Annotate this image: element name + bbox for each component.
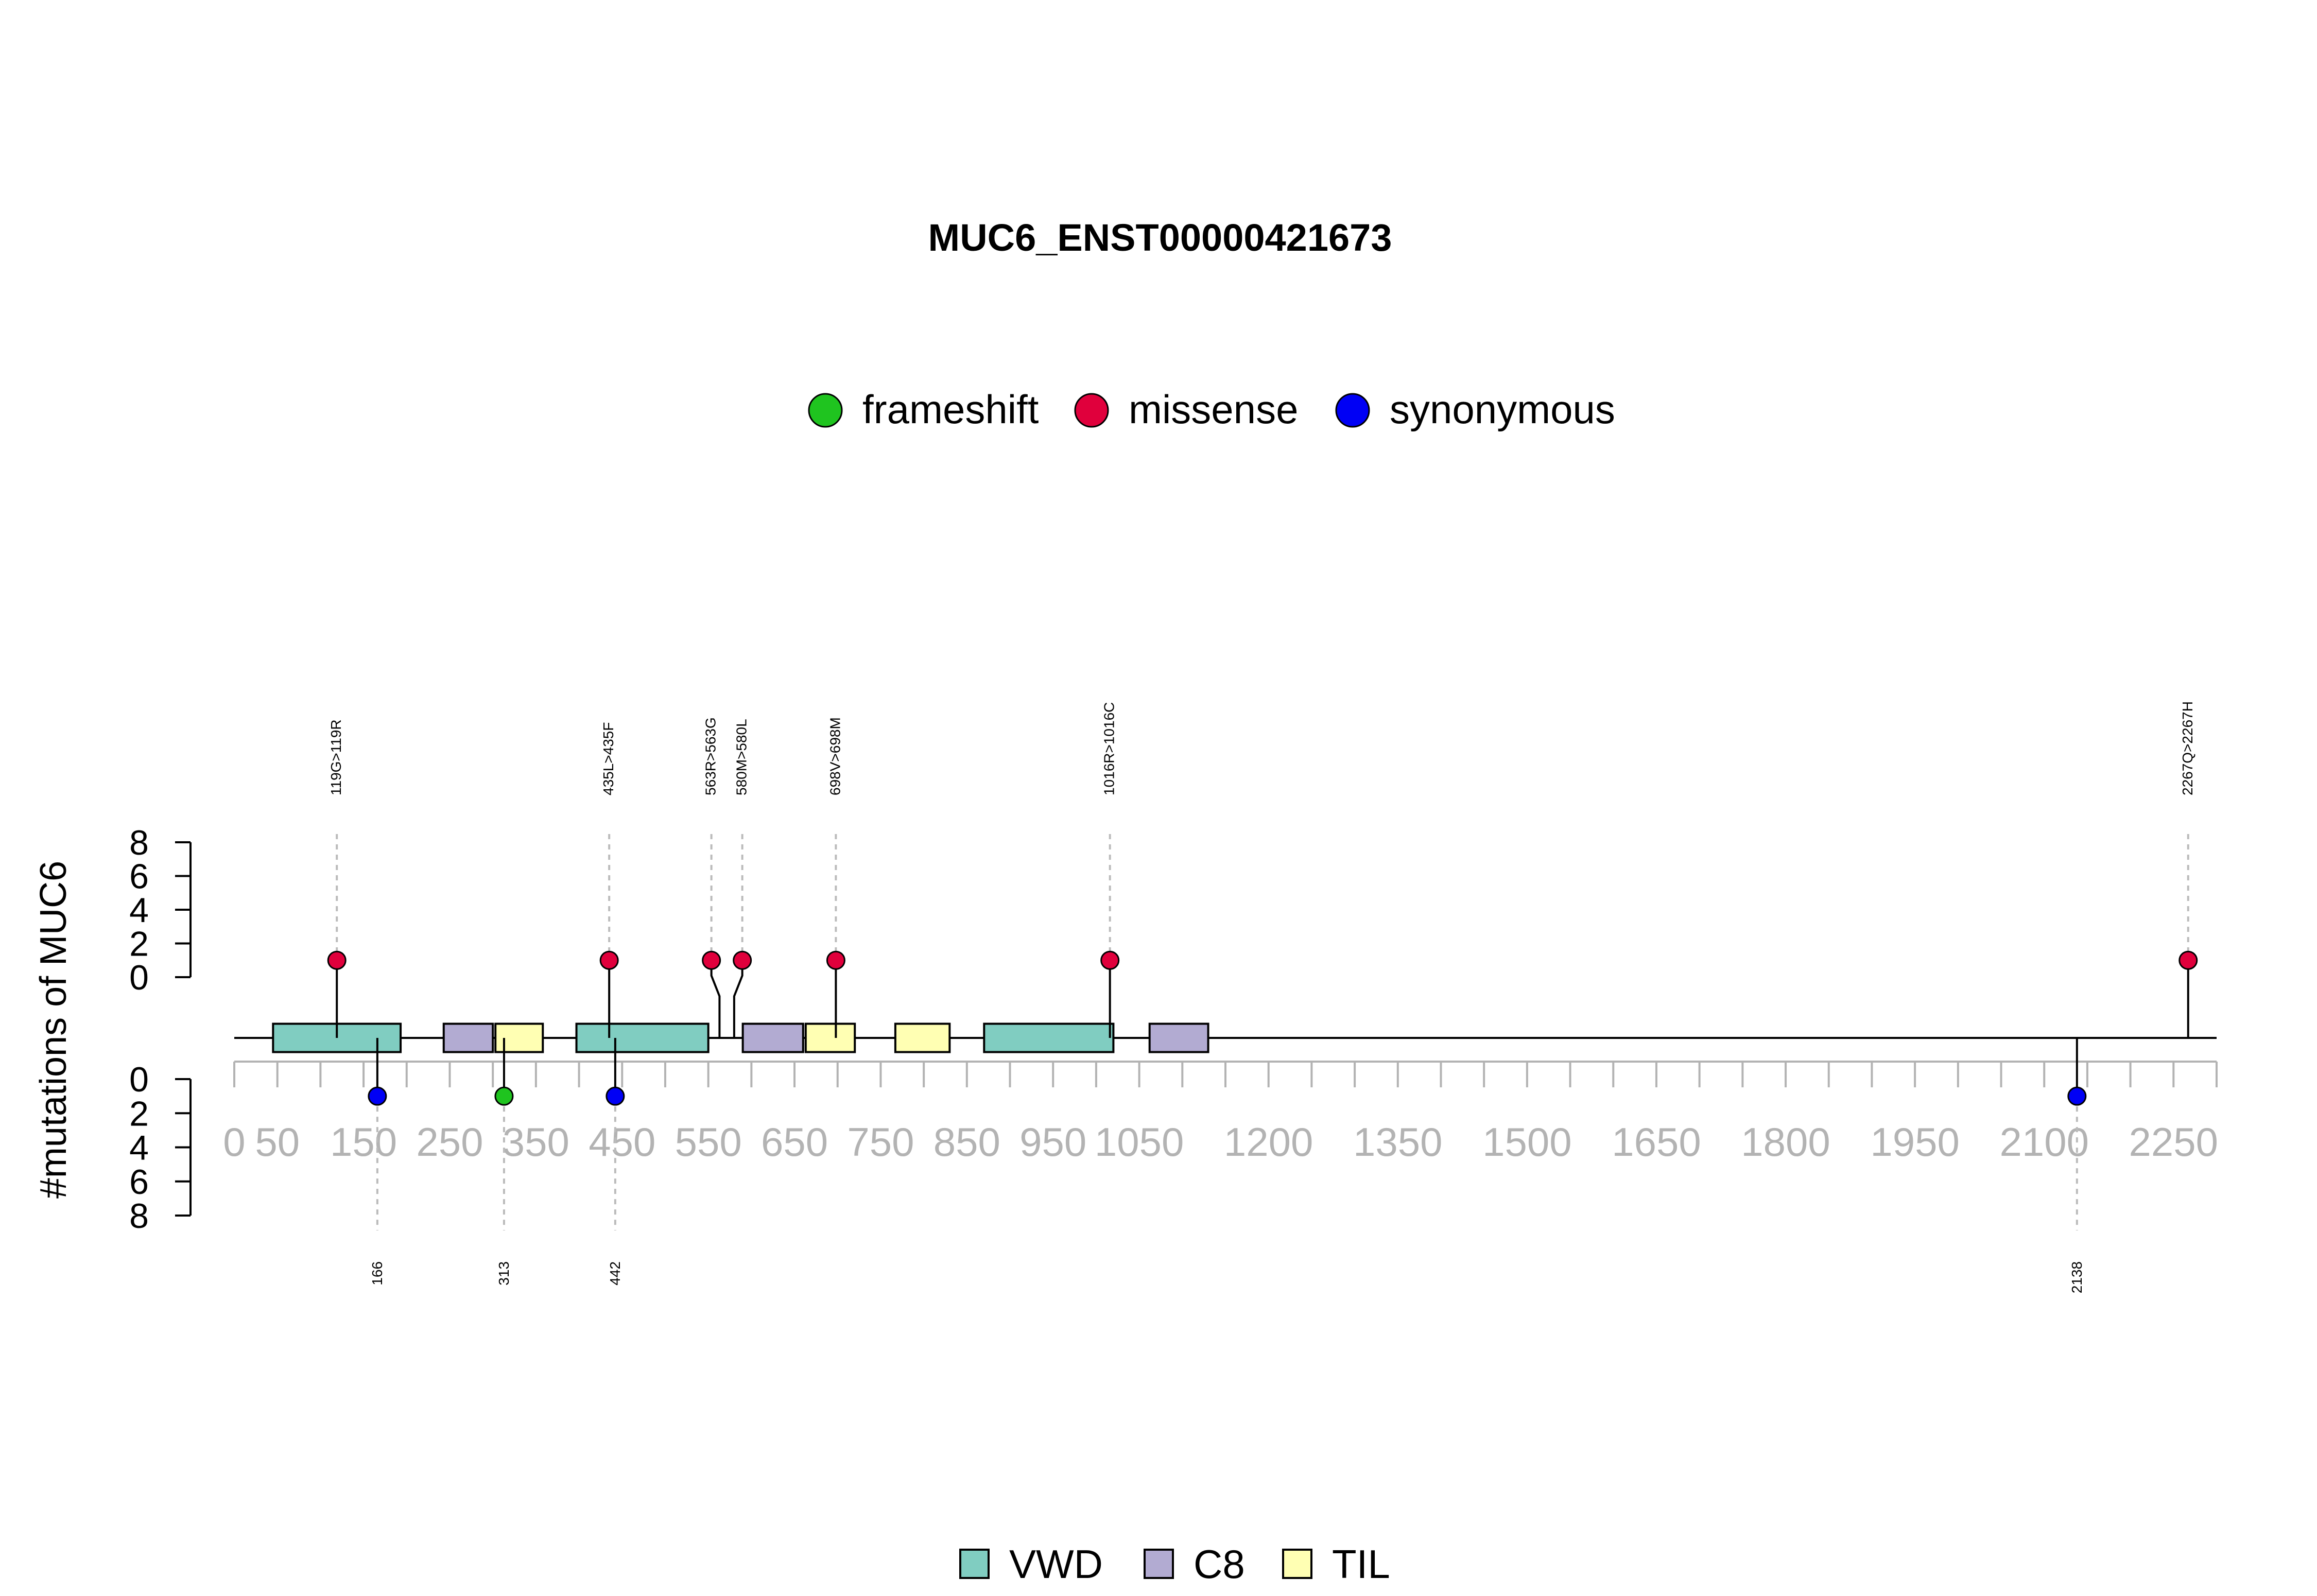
mutation-point-missense: [733, 950, 752, 970]
domain-legend-swatch-c8: [1144, 1549, 1174, 1579]
y-tick-label-lower: 0: [129, 1060, 149, 1099]
x-tick-label: 1650: [1612, 1119, 1701, 1165]
mutation-label: 442: [607, 1261, 623, 1286]
mutation-label: 580M>580L: [734, 719, 750, 795]
domain-legend-swatch-vwd: [959, 1549, 990, 1579]
legend-label-synonymous: synonymous: [1390, 387, 1615, 432]
mutation-label: 435L>435F: [600, 722, 616, 795]
x-tick-label: 350: [503, 1119, 569, 1165]
x-axis: 0 50 150 250 350 450 550 650 750 850 950 1050 1200 13…: [223, 1061, 2219, 1165]
x-tick-label: 0: [223, 1119, 245, 1165]
mutation-label: 563R>563G: [703, 717, 719, 795]
mutation-point-missense: [327, 950, 347, 970]
domain-legend-label-til: TIL: [1332, 1541, 1390, 1587]
x-tick-label: 550: [675, 1119, 742, 1165]
y-tick-label-upper: 0: [129, 958, 149, 997]
x-tick-label: 650: [761, 1119, 828, 1165]
mutation-label: 2138: [2069, 1261, 2085, 1293]
x-tick-label: 950: [1019, 1119, 1086, 1165]
x-tick-label: 1950: [1870, 1119, 1960, 1165]
x-tick-label: 850: [933, 1119, 1000, 1165]
mutation-point-frameshift: [494, 1086, 514, 1106]
mutation-point-missense: [1100, 950, 1120, 970]
x-tick-label: 2100: [1999, 1119, 2089, 1165]
domain-legend: VWD C8 TIL: [959, 1541, 1390, 1587]
domain-c8: [741, 1022, 804, 1053]
y-tick-label-upper: 2: [129, 925, 149, 964]
x-tick-label: 2250: [2129, 1119, 2219, 1165]
y-tick-label-lower: 2: [129, 1094, 149, 1133]
y-tick-label-lower: 8: [129, 1196, 149, 1236]
legend-marker-frameshift: [808, 393, 843, 428]
mutation-point-missense: [599, 950, 619, 970]
domain-til: [804, 1022, 856, 1053]
mutation-point-synonymous: [368, 1086, 387, 1106]
legend-marker-synonymous: [1335, 393, 1370, 428]
x-tick-label: 1800: [1741, 1119, 1830, 1165]
x-tick-label: 750: [847, 1119, 914, 1165]
x-tick-label: 1200: [1224, 1119, 1313, 1165]
mutation-stem: [733, 960, 743, 1038]
x-tick-label: 450: [589, 1119, 655, 1165]
mutation-label: 698V>698M: [827, 717, 843, 795]
y-tick-label-upper: 8: [129, 823, 149, 862]
domain-c8: [442, 1022, 494, 1053]
mutation-label: 2267Q>2267H: [2180, 701, 2195, 795]
upper-mutations: 119G>119R 435L>435F 563R>563G 580M>580L 698V…: [327, 701, 2198, 1038]
x-tick-label: 150: [330, 1119, 397, 1165]
mutation-label: 119G>119R: [328, 719, 344, 795]
chart-title: MUC6_ENST00000421673: [928, 216, 1392, 259]
legend-label-frameshift: frameshift: [862, 387, 1039, 432]
domain-legend-label-vwd: VWD: [1009, 1541, 1103, 1587]
y-tick-label-upper: 4: [129, 891, 149, 930]
domain-c8: [1148, 1022, 1209, 1053]
domain-legend-label-c8: C8: [1194, 1541, 1245, 1587]
x-tick-label: 1350: [1353, 1119, 1443, 1165]
y-axis-label: #mutations of MUC6: [33, 861, 74, 1199]
domain-til: [494, 1022, 544, 1053]
mutation-point-synonymous: [606, 1086, 625, 1106]
legend-label-missense: missense: [1129, 387, 1298, 432]
x-tick-label: 50: [255, 1119, 300, 1165]
mutation-point-synonymous: [2067, 1086, 2087, 1106]
mutation-point-missense: [2178, 950, 2198, 970]
mutation-legend: frameshift missense synonymous: [808, 387, 1615, 432]
y-tick-label-lower: 4: [129, 1129, 149, 1168]
lower-mutations: 166 313 442 2138: [368, 1038, 2087, 1293]
domain-til: [894, 1022, 951, 1053]
y-tick-label-lower: 6: [129, 1163, 149, 1202]
domain-legend-swatch-til: [1282, 1549, 1312, 1579]
mutation-stem: [710, 960, 721, 1038]
x-tick-label: 1050: [1095, 1119, 1184, 1165]
x-tick-label: 1500: [1482, 1119, 1572, 1165]
mutation-point-missense: [826, 950, 845, 970]
x-tick-label: 250: [416, 1119, 483, 1165]
domain-vwd: [983, 1022, 1115, 1053]
y-tick-label-upper: 6: [129, 857, 149, 896]
legend-marker-missense: [1074, 393, 1109, 428]
mutation-label: 1016R>1016C: [1101, 702, 1117, 795]
domain-vwd: [575, 1022, 710, 1053]
mutation-label: 166: [369, 1261, 385, 1286]
mutation-label: 313: [496, 1261, 512, 1286]
mutation-point-missense: [702, 950, 721, 970]
